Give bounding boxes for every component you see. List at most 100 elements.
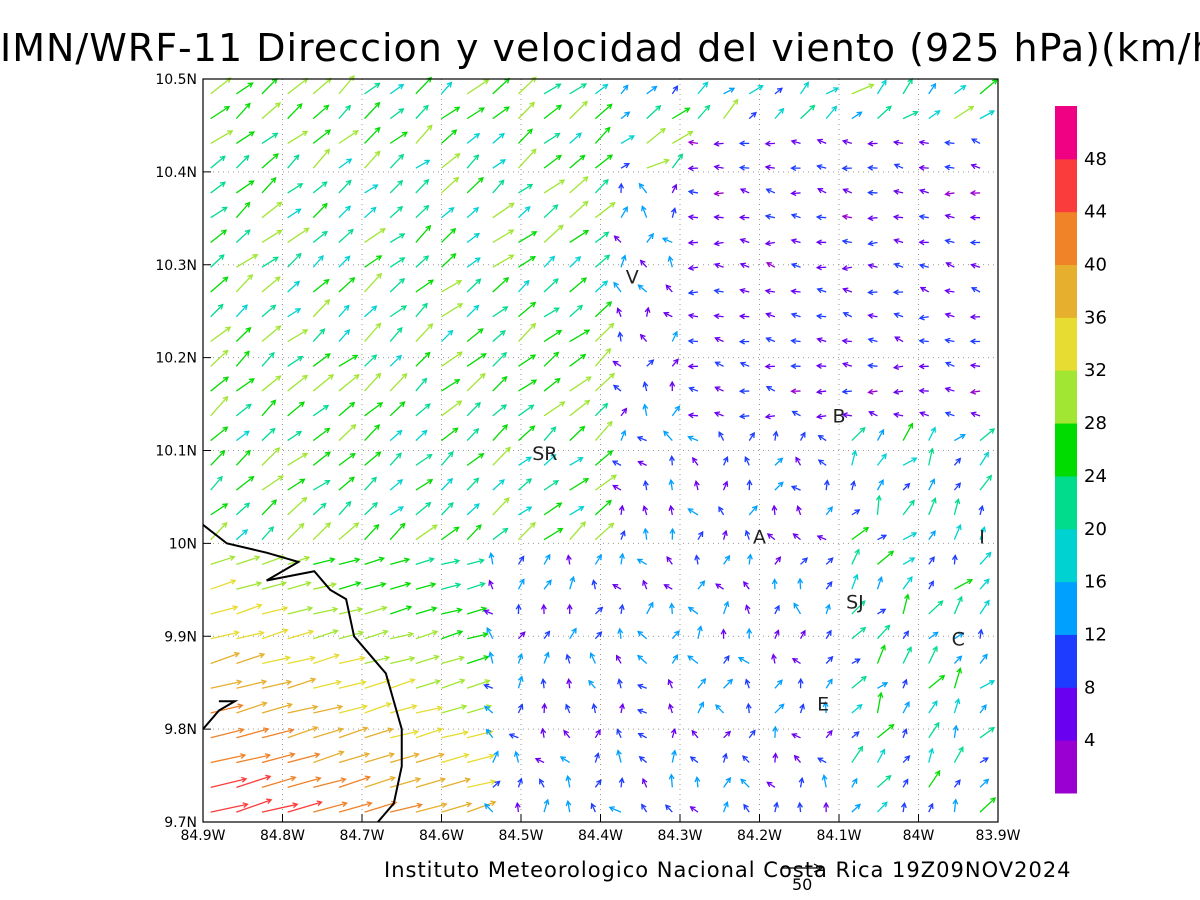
wind-arrow-head	[425, 501, 432, 508]
wind-arrow-head	[335, 679, 342, 686]
wind-arrow	[954, 632, 965, 640]
wind-arrow-shaft	[567, 679, 571, 689]
wind-arrow	[928, 674, 946, 689]
wind-arrow-shaft	[287, 657, 315, 665]
wind-arrow-shaft	[817, 757, 827, 764]
wind-arrow-head	[671, 183, 678, 190]
wind-arrow-shaft	[825, 604, 830, 615]
wind-arrow-head	[718, 431, 724, 438]
wind-arrow-shaft	[312, 480, 330, 491]
wind-arrow-shaft	[517, 579, 525, 590]
wind-arrow-shaft	[490, 553, 494, 565]
wind-arrow	[918, 263, 929, 269]
wind-arrow	[287, 776, 322, 788]
wind-arrow-head	[713, 140, 720, 147]
wind-arrow	[312, 373, 335, 392]
wind-arrow-head	[978, 504, 985, 512]
wind-arrow-head	[276, 229, 283, 236]
wind-arrow-shaft	[714, 412, 724, 417]
wind-arrow-head	[931, 497, 937, 504]
wind-arrow-shaft	[492, 229, 514, 244]
wind-arrow	[312, 104, 330, 120]
wind-arrow-head	[659, 127, 666, 134]
wind-arrow-shaft	[868, 264, 878, 268]
wind-arrow-head	[583, 329, 591, 335]
wind-arrow-shaft	[671, 654, 678, 664]
wind-arrow	[876, 691, 884, 714]
wind-arrow-head	[636, 558, 643, 564]
wind-arrow-shaft	[894, 190, 904, 194]
wind-arrow-head	[263, 727, 270, 733]
wind-arrow	[492, 202, 515, 219]
wind-arrow-shaft	[261, 399, 276, 417]
wind-arrow	[364, 727, 394, 739]
wind-arrow	[620, 111, 631, 120]
wind-arrow-head	[892, 289, 899, 296]
wind-arrow-head	[424, 403, 431, 409]
wind-arrow-shaft	[979, 680, 995, 689]
wind-arrow-head	[376, 255, 383, 261]
wind-arrow-shaft	[928, 803, 934, 813]
wind-arrow-head	[456, 630, 464, 636]
wind-arrow	[669, 455, 675, 466]
wind-arrow	[364, 752, 396, 764]
wind-arrow-shaft	[287, 801, 322, 813]
wind-arrow-shaft	[312, 129, 331, 144]
wind-arrow	[969, 338, 981, 345]
wind-arrow-shaft	[543, 351, 559, 367]
wind-arrow	[492, 306, 509, 318]
wind-arrow-head	[375, 451, 382, 458]
colorbar-segment	[1055, 317, 1077, 371]
wind-arrow-head	[455, 582, 462, 589]
wind-arrow-head	[903, 630, 910, 637]
wind-arrow-shaft	[415, 105, 429, 120]
wind-arrow	[338, 581, 362, 590]
wind-arrow-shaft	[894, 365, 904, 369]
wind-arrow-shaft	[646, 86, 657, 95]
wind-arrow	[687, 435, 699, 442]
wind-arrow	[312, 353, 331, 367]
wind-arrow-shaft	[569, 457, 583, 466]
wind-arrow-head	[346, 158, 353, 164]
wind-arrow	[338, 752, 371, 764]
wind-arrow-shaft	[799, 803, 802, 813]
wind-arrow-shaft	[313, 802, 347, 813]
wind-arrow-head	[618, 182, 625, 189]
wind-arrow-shaft	[945, 166, 955, 169]
wind-arrow-head	[349, 401, 356, 408]
wind-arrow-head	[602, 280, 609, 287]
wind-arrow	[488, 651, 494, 664]
wind-arrow-head	[552, 479, 560, 486]
wind-arrow-shaft	[876, 479, 884, 491]
wind-arrow-shaft	[287, 607, 313, 615]
wind-arrow-shaft	[748, 505, 758, 516]
wind-arrow	[841, 361, 853, 368]
wind-arrow-shaft	[287, 777, 321, 788]
wind-arrow-shaft	[594, 554, 602, 565]
wind-arrow	[766, 533, 776, 541]
wind-arrow	[612, 384, 622, 392]
wind-arrow	[825, 678, 833, 689]
wind-arrow-shaft	[818, 459, 827, 466]
wind-arrow	[364, 424, 381, 442]
wind-arrow-head	[422, 302, 428, 309]
wind-arrow-shaft	[236, 653, 265, 665]
wind-arrow-shaft	[791, 485, 801, 491]
wind-arrow-head	[555, 154, 562, 161]
wind-arrow-shaft	[492, 106, 510, 120]
wind-arrow-head	[337, 727, 344, 733]
wind-arrow-shaft	[793, 603, 802, 615]
wind-arrow	[800, 104, 816, 120]
wind-arrow	[952, 724, 959, 738]
wind-arrow	[979, 797, 997, 813]
wind-arrow-head	[797, 677, 804, 684]
wind-arrow-shaft	[338, 329, 350, 342]
wind-arrow	[841, 139, 853, 145]
wind-arrow-shaft	[799, 432, 806, 441]
wind-arrow	[287, 522, 305, 541]
wind-arrow-head	[523, 279, 530, 286]
wind-arrow-shaft	[364, 702, 392, 714]
wind-arrow-head	[663, 584, 670, 590]
wind-arrow-head	[933, 721, 940, 728]
wind-arrow-head	[218, 254, 225, 260]
